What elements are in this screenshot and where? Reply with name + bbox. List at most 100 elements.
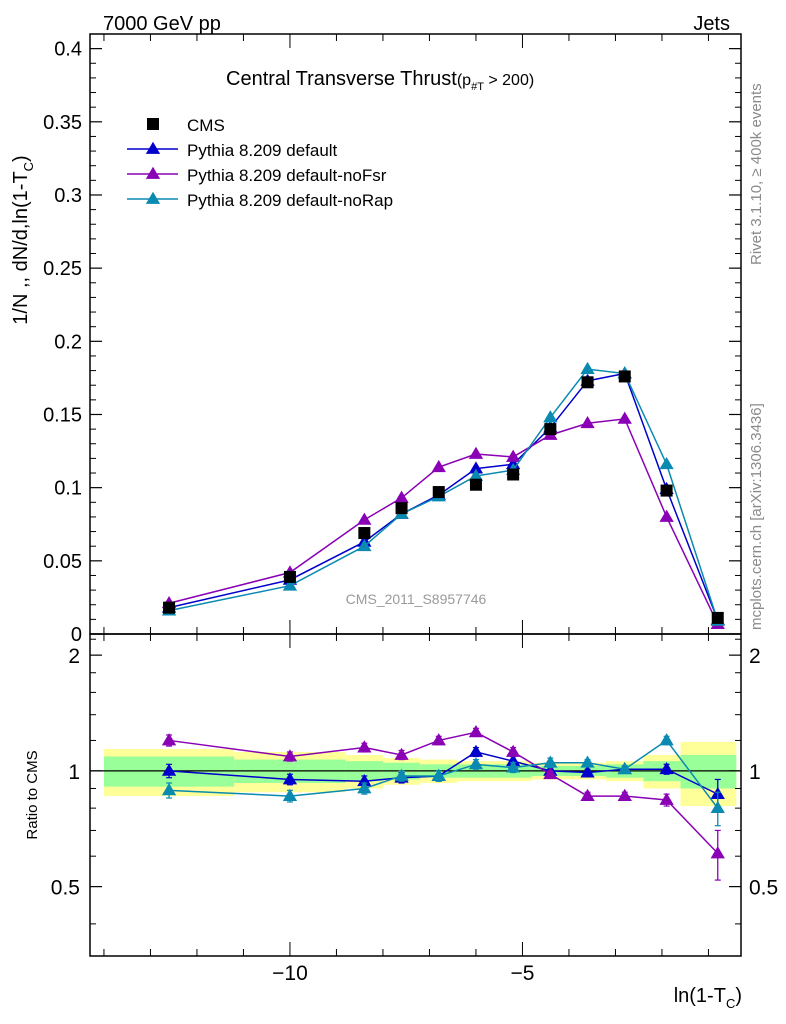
ratio-series-point: [710, 846, 725, 859]
ratio-tick-label: 0.5: [51, 877, 80, 900]
series-line: [168, 372, 719, 621]
mcplots-reference-label: mcplots.cern.ch [arXiv:1306.3436]: [748, 403, 765, 630]
ratio-series-point: [506, 753, 521, 767]
ratio-tick-label: 1: [68, 761, 80, 784]
legend-entry-data: CMS: [147, 116, 225, 135]
ratio-series-3: [161, 733, 725, 827]
data-point: [163, 601, 176, 614]
main-panel-axes: 0 0.05 0.1 0.15 0.2 0.25 0.3 0.35 0.4: [43, 34, 741, 646]
series-point: [617, 411, 632, 424]
header-process-label: Jets: [693, 13, 730, 35]
series-line: [168, 368, 719, 622]
ratio-series-point: [580, 788, 595, 801]
ratio-axis-label: Ratio to CMS: [24, 750, 41, 839]
series-point: [468, 468, 484, 481]
data-point: [469, 478, 482, 491]
y-tick-label: 0.35: [43, 112, 82, 134]
y-tick-label: 0.05: [43, 551, 82, 573]
legend-entry-series-3: Pythia 8.209 default-noRap: [127, 191, 393, 210]
ratio-series-point: [161, 763, 177, 776]
series-point: [468, 461, 484, 474]
data-point: [618, 370, 631, 383]
y-tick-label: 0.4: [54, 39, 82, 61]
ratio-series-point: [161, 783, 177, 796]
ratio-series-point: [506, 744, 521, 757]
data-point: [283, 570, 296, 583]
series-point: [580, 416, 595, 429]
chart-title: Central Transverse Thrust(p#T > 200): [226, 68, 534, 93]
ratio-series-point: [710, 800, 725, 814]
series-point: [506, 449, 521, 462]
series-point: [659, 456, 674, 470]
series-point: [543, 410, 558, 423]
ratio-series-point: [161, 733, 177, 746]
ratio-series-point: [282, 788, 298, 801]
series-point: [357, 538, 372, 552]
data-point: [581, 376, 594, 389]
ratio-series-point: [617, 788, 632, 801]
ratio-series-point: [431, 733, 446, 746]
series-point: [357, 512, 372, 525]
ratio-series-point: [617, 761, 632, 775]
ratio-series-point: [394, 768, 409, 781]
ratio-panel-series: [161, 725, 725, 881]
series-point: [468, 446, 484, 459]
ratio-series-point: [659, 792, 674, 805]
x-tick-label: −10: [272, 962, 308, 985]
ratio-series-point: [357, 781, 372, 794]
ratio-tick-label-right: 2: [749, 645, 761, 668]
ratio-series-point: [580, 755, 595, 768]
series-point: [282, 578, 298, 591]
legend: CMS Pythia 8.209 default Pythia 8.209 defa…: [127, 116, 393, 210]
ratio-tick-label-right: 1: [749, 761, 761, 784]
header-beam-label: 7000 GeV pp: [103, 13, 221, 35]
ratio-series-2: [161, 725, 725, 881]
ratio-series-line: [168, 731, 719, 854]
legend-marker: [145, 141, 161, 154]
ratio-series-point: [282, 749, 298, 762]
ratio-series-point: [468, 725, 484, 738]
ratio-series-point: [543, 767, 558, 780]
ratio-series-point: [468, 757, 484, 770]
ratio-series-point: [357, 740, 372, 753]
ratio-series-point: [580, 765, 595, 778]
y-tick-label: 0.2: [54, 331, 82, 353]
analysis-watermark: CMS_2011_S8957746: [346, 591, 487, 607]
ratio-series-point: [282, 772, 298, 785]
ratio-series-point: [394, 747, 409, 760]
legend-label-data: CMS: [187, 116, 225, 135]
legend-label: Pythia 8.209 default: [187, 141, 338, 160]
series-point: [580, 361, 595, 375]
y-tick-label: 0: [71, 624, 82, 646]
legend-marker: [145, 166, 161, 179]
ratio-panel-bands: [103, 741, 737, 807]
y-tick-label: 0.25: [43, 258, 82, 280]
ratio-series-point: [431, 768, 446, 781]
ratio-panel-axes: 0.5 0.5 1 1 2 2 −10 −5: [51, 634, 778, 985]
legend-label: Pythia 8.209 default-noFsr: [187, 166, 387, 185]
legend-marker: [145, 191, 161, 204]
legend-marker-data: [147, 118, 159, 130]
ratio-panel-frame: [89, 633, 742, 957]
data-point: [358, 527, 371, 540]
ratio-series-line: [169, 739, 719, 809]
y-tick-label: 0.15: [43, 404, 82, 426]
data-point: [395, 502, 408, 515]
data-point: [544, 423, 557, 436]
series-point: [431, 459, 446, 473]
x-tick-label: −5: [510, 962, 534, 985]
ratio-series-point: [468, 744, 484, 757]
series-point: [394, 490, 409, 503]
legend-label: Pythia 8.209 default-noRap: [187, 191, 393, 210]
ratio-series-line: [168, 751, 719, 795]
data-point: [432, 486, 445, 499]
data-point: [507, 468, 520, 481]
ratio-band-stat: [680, 754, 737, 789]
data-point: [660, 484, 673, 497]
y-tick-label: 0.3: [54, 185, 82, 207]
ratio-series-point: [543, 755, 558, 768]
ratio-series-point: [357, 773, 372, 787]
data-point: [711, 611, 724, 624]
ratio-series-point: [659, 761, 674, 775]
